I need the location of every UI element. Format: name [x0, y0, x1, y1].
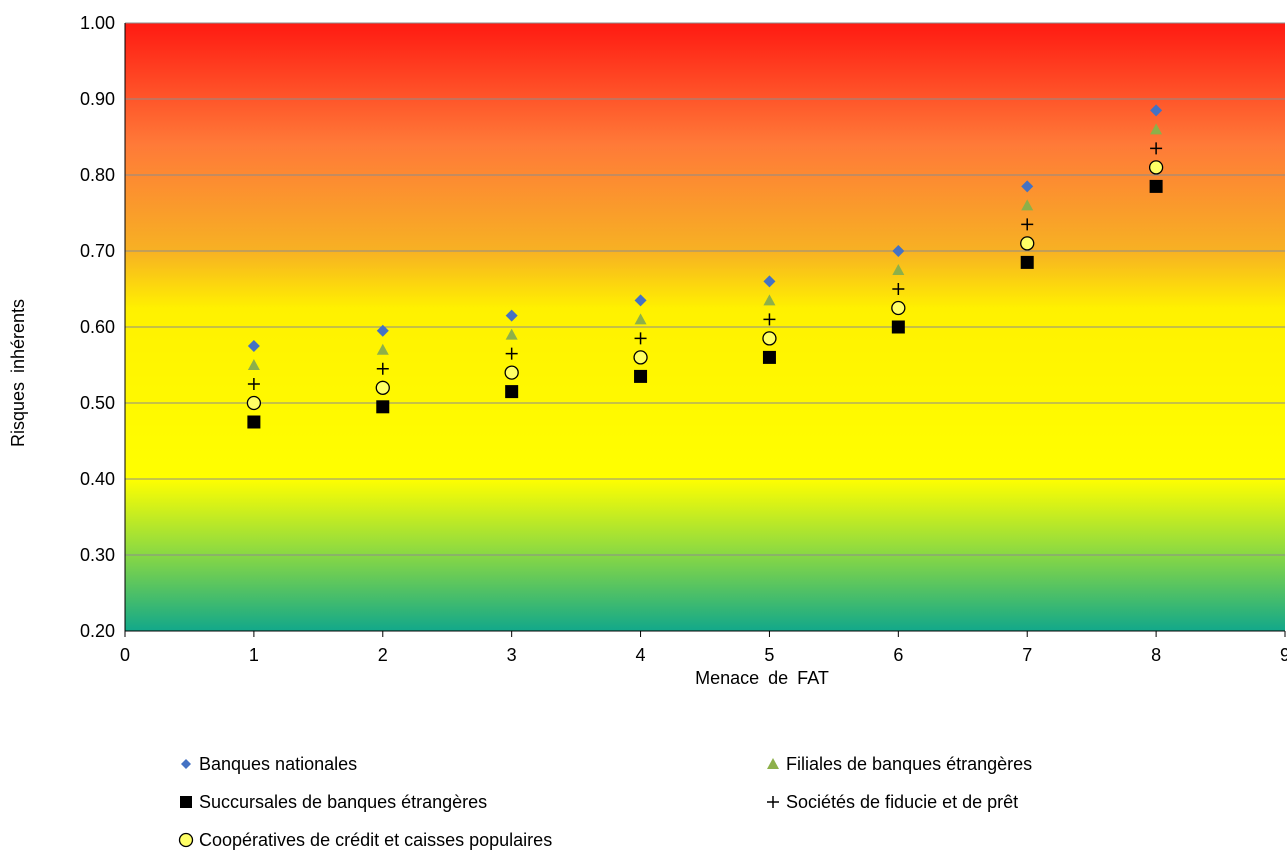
square-icon: [175, 790, 197, 814]
point-banques-nationales: [892, 245, 905, 257]
point-societes-de-fiducie-et-de-pret: [892, 283, 905, 295]
y-tick-label: 0.60: [80, 317, 115, 337]
point-succursales-de-banques-etrangeres: [762, 350, 776, 364]
point-cooperatives-de-credit-et-caisses-populaires: [762, 331, 777, 346]
point-cooperatives-de-credit-et-caisses-populaires: [246, 395, 262, 411]
point-filiales-de-banques-etrangeres: [1021, 199, 1034, 211]
point-banques-nationales: [376, 324, 389, 337]
point-societes-de-fiducie-et-de-pret: [1150, 142, 1163, 155]
legend-label: Succursales de banques étrangères: [199, 791, 488, 812]
point-filiales-de-banques-etrangeres: [892, 264, 905, 275]
point-cooperatives-de-credit-et-caisses-populaires: [633, 350, 648, 365]
diamond-icon: [175, 752, 197, 776]
point-filiales-de-banques-etrangeres: [634, 313, 647, 325]
point-banques-nationales: [634, 294, 647, 307]
legend-item-banques-nationales: Banques nationales: [175, 752, 357, 776]
x-tick-label: 0: [120, 645, 130, 665]
y-tick-label: 0.90: [80, 89, 115, 109]
point-banques-nationales: [1021, 180, 1034, 193]
gridlines: [125, 22, 1285, 556]
y-tick-label: 1.00: [80, 13, 115, 33]
circle-icon: [175, 828, 197, 852]
point-banques-nationales: [247, 340, 260, 352]
x-tick-label: 5: [764, 645, 774, 665]
x-tick-label: 4: [636, 645, 646, 665]
point-societes-de-fiducie-et-de-pret: [763, 313, 776, 326]
axes: 0.20 0.30 0.40 0.50 0.60 0.70 0.80 0.90 1.00 0 1 2 3…: [80, 13, 1287, 665]
point-succursales-de-banques-etrangeres: [634, 369, 648, 383]
point-filiales-de-banques-etrangeres: [376, 343, 389, 355]
point-banques-nationales: [1150, 104, 1163, 117]
y-tick-label: 0.80: [80, 165, 115, 185]
x-tick-label: 6: [893, 645, 903, 665]
plus-icon: [762, 790, 784, 814]
point-cooperatives-de-credit-et-caisses-populaires: [1148, 160, 1164, 175]
y-tick-label: 0.20: [80, 621, 115, 641]
point-cooperatives-de-credit-et-caisses-populaires: [375, 380, 390, 395]
point-societes-de-fiducie-et-de-pret: [247, 378, 260, 390]
y-tick-label: 0.30: [80, 545, 115, 565]
point-banques-nationales: [505, 309, 518, 322]
legend-item-succursales: Succursales de banques étrangères: [175, 790, 487, 814]
point-filiales-de-banques-etrangeres: [247, 359, 260, 370]
point-societes-de-fiducie-et-de-pret: [634, 332, 647, 345]
point-banques-nationales: [763, 275, 776, 288]
point-cooperatives-de-credit-et-caisses-populaires: [504, 365, 519, 380]
legend-label: Banques nationales: [199, 753, 358, 774]
y-tick-label: 0.70: [80, 241, 115, 261]
point-succursales-de-banques-etrangeres: [247, 415, 261, 429]
legend-item-societes-fiducie: Sociétés de fiducie et de prêt: [762, 790, 1018, 814]
x-tick-label: 1: [249, 645, 259, 665]
x-tick-label: 7: [1022, 645, 1032, 665]
legend-item-filiales: Filiales de banques étrangères: [762, 752, 1032, 776]
legend-item-cooperatives: Coopératives de crédit et caisses popula…: [175, 828, 552, 852]
data-marks: [246, 104, 1164, 429]
x-axis-title: Menace de FAT: [695, 668, 829, 688]
point-filiales-de-banques-etrangeres: [1150, 123, 1163, 135]
point-societes-de-fiducie-et-de-pret: [1021, 218, 1034, 231]
point-filiales-de-banques-etrangeres: [763, 294, 776, 306]
y-tick-label: 0.40: [80, 469, 115, 489]
x-tick-label: 2: [378, 645, 388, 665]
x-tick-label: 9: [1280, 645, 1287, 665]
point-succursales-de-banques-etrangeres: [1149, 179, 1163, 193]
legend-label: Sociétés de fiducie et de prêt: [786, 791, 1019, 812]
point-societes-de-fiducie-et-de-pret: [505, 347, 518, 360]
legend-label: Coopératives de crédit et caisses popula…: [199, 829, 553, 850]
triangle-icon: [762, 752, 784, 776]
y-tick-label: 0.50: [80, 393, 115, 413]
point-succursales-de-banques-etrangeres: [1020, 255, 1034, 269]
point-succursales-de-banques-etrangeres: [891, 320, 905, 334]
x-tick-label: 8: [1151, 645, 1161, 665]
point-succursales-de-banques-etrangeres: [376, 400, 390, 414]
y-axis-title: Risques inhérents: [8, 299, 28, 447]
point-cooperatives-de-credit-et-caisses-populaires: [1020, 236, 1035, 251]
point-filiales-de-banques-etrangeres: [505, 328, 518, 340]
legend-label: Filiales de banques étrangères: [786, 753, 1033, 774]
point-societes-de-fiducie-et-de-pret: [376, 362, 389, 375]
point-cooperatives-de-credit-et-caisses-populaires: [891, 300, 906, 316]
point-succursales-de-banques-etrangeres: [505, 385, 519, 399]
scatter-plot: 0.20 0.30 0.40 0.50 0.60 0.70 0.80 0.90 1.00 0 1 2 3…: [8, 13, 1287, 688]
x-tick-label: 3: [507, 645, 517, 665]
